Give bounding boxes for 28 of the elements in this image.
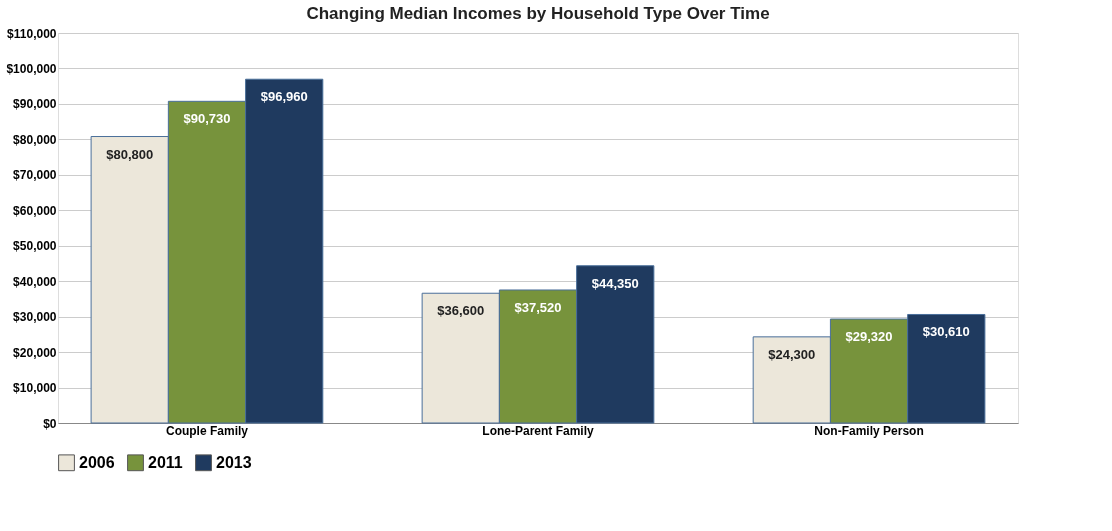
y-tick-label: $80,000 bbox=[13, 132, 57, 147]
data-label: $30,610 bbox=[922, 324, 970, 340]
data-label: $90,730 bbox=[183, 111, 231, 127]
y-tick-label: $50,000 bbox=[13, 239, 57, 254]
x-tick-label: Non-Family Person bbox=[814, 423, 924, 438]
y-tick-label: $40,000 bbox=[13, 274, 57, 289]
data-label: $36,600 bbox=[437, 303, 485, 319]
y-tick-label: $30,000 bbox=[13, 310, 57, 325]
legend-label: 2013 bbox=[216, 453, 252, 471]
y-tick-label: $0 bbox=[43, 416, 57, 431]
chart-title: Changing Median Incomes by Household Type Over Time bbox=[306, 4, 770, 23]
x-tick-label: Couple Family bbox=[165, 423, 249, 438]
legend-label: 2011 bbox=[148, 453, 183, 471]
y-tick-label: $70,000 bbox=[13, 168, 57, 183]
x-tick-label: Lone-Parent Family bbox=[482, 423, 594, 438]
y-tick-label: $100,000 bbox=[6, 61, 57, 76]
y-tick-label: $90,000 bbox=[13, 97, 57, 112]
data-label: $96,960 bbox=[260, 89, 308, 105]
data-label: $29,320 bbox=[845, 329, 893, 345]
data-label: $37,520 bbox=[514, 299, 562, 315]
data-label: $44,350 bbox=[591, 275, 639, 291]
y-tick-label: $60,000 bbox=[13, 203, 57, 218]
legend-label: 2006 bbox=[79, 453, 115, 471]
data-label: $24,300 bbox=[768, 346, 816, 362]
y-tick-label: $10,000 bbox=[13, 381, 57, 396]
y-tick-label: $110,000 bbox=[7, 26, 57, 41]
data-label: $80,800 bbox=[106, 146, 154, 162]
y-tick-label: $20,000 bbox=[13, 345, 57, 360]
